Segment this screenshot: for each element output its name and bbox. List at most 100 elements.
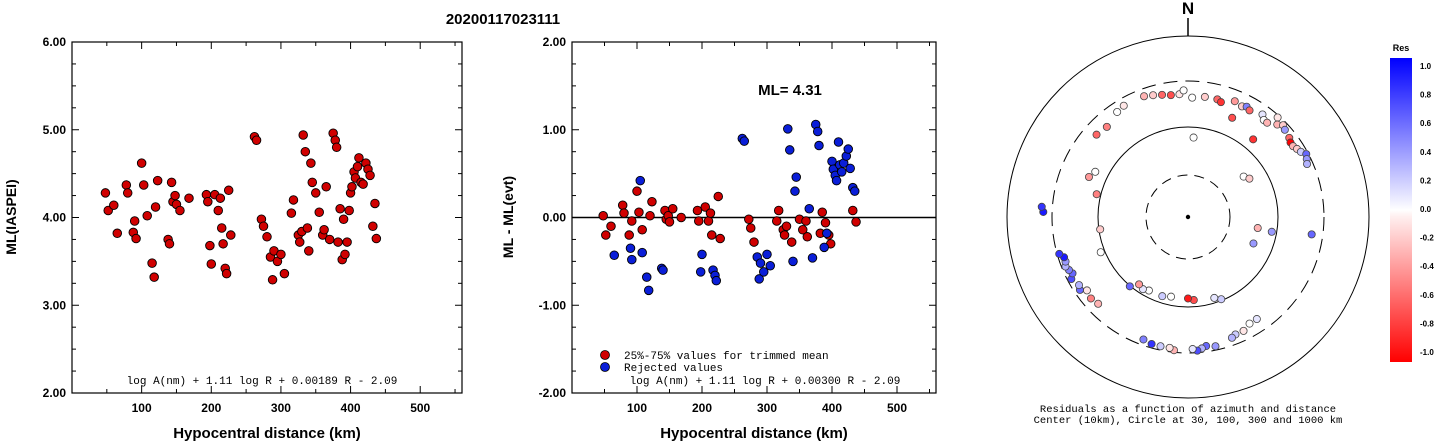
plot2-data-point xyxy=(705,208,716,218)
plot1-data-point xyxy=(251,135,262,146)
plot1-data-point xyxy=(109,200,119,210)
plot2-data-point xyxy=(694,216,704,226)
polar-data-point xyxy=(1139,335,1148,344)
polar-data-point xyxy=(1166,91,1175,100)
plot2-data-point xyxy=(625,243,636,253)
plot2-ytick-label: -1.00 xyxy=(539,298,567,312)
plot1-data-point xyxy=(365,170,375,181)
circle-30km xyxy=(1145,174,1231,260)
plot2-data-point xyxy=(833,137,844,147)
plot1-data-point xyxy=(307,177,318,188)
polar-data-point xyxy=(1094,299,1103,308)
plot1-ytick-label: 3.00 xyxy=(43,298,67,312)
circle-1000km xyxy=(1006,35,1370,399)
plot2-data-point xyxy=(819,242,829,253)
plot2-data-point xyxy=(798,225,808,235)
plot1-data-point xyxy=(152,175,163,186)
plot2-data-point xyxy=(814,140,824,151)
polar-data-point xyxy=(1156,342,1165,351)
plot2-data-point xyxy=(807,253,818,263)
plot1-data-point xyxy=(226,230,236,240)
plot1-data-point xyxy=(333,237,343,247)
polar-data-point xyxy=(1245,174,1254,183)
plot2-data-point xyxy=(676,212,686,223)
colorbar-title: Res xyxy=(1393,43,1410,53)
plot2-data-point xyxy=(827,156,837,167)
polar-data-point xyxy=(1075,281,1084,290)
plot1-data-point xyxy=(131,233,141,244)
plot2-data-point xyxy=(817,207,828,217)
plot1-data-point xyxy=(279,268,290,279)
plot1-data-point xyxy=(206,259,217,269)
polar-data-point xyxy=(1092,130,1101,139)
plot1-xtick-label: 300 xyxy=(271,401,291,415)
plot1-data-point xyxy=(276,249,286,260)
plot2-data-point xyxy=(837,167,847,177)
plot2-xtick-label: 300 xyxy=(757,401,777,415)
polar-data-point xyxy=(1055,249,1064,258)
polar-data-point xyxy=(1253,224,1262,233)
plot2-data-point xyxy=(643,285,654,296)
plot1-data-point xyxy=(352,161,363,172)
plot2-data-point xyxy=(700,202,711,212)
plot1-data-point xyxy=(324,234,335,245)
plot1-data-point xyxy=(170,190,180,201)
plot1-data-point xyxy=(358,179,368,189)
plot2-data-point xyxy=(762,249,772,260)
polar-caption-2: Center (10km), Circle at 30, 100, 300 an… xyxy=(1034,415,1343,427)
plot1-data-point xyxy=(138,180,149,190)
plot1-data-point xyxy=(288,195,299,205)
plot1-data-point xyxy=(286,208,297,218)
plot1-data-point xyxy=(184,193,194,203)
plot2-points xyxy=(598,119,861,296)
plot2-data-point xyxy=(746,223,756,233)
polar-data-point xyxy=(1167,292,1176,301)
polar-data-point xyxy=(1119,101,1128,110)
colorbar-tick-label: 0.8 xyxy=(1420,91,1432,100)
plot1-data-point xyxy=(370,198,380,209)
plot1-data-point xyxy=(203,196,213,207)
plot2-xlabel: Hypocentral distance (km) xyxy=(660,425,848,441)
colorbar-gradient xyxy=(1390,58,1412,362)
colorbar-tick-label: 0.4 xyxy=(1420,148,1432,157)
polar-data-point xyxy=(1147,340,1156,349)
plot2-data-point xyxy=(831,175,842,186)
plot1-xlabel: Hypocentral distance (km) xyxy=(173,425,361,441)
plot2-data-point xyxy=(619,208,629,218)
plot2-data-point xyxy=(658,265,668,275)
event-id-title: 20200117023111 xyxy=(446,11,560,28)
polar-data-point xyxy=(1158,292,1167,301)
polar-data-point xyxy=(1211,342,1220,351)
legend-rejected-marker xyxy=(600,362,610,372)
plot1-points xyxy=(100,128,382,285)
plot2-data-point xyxy=(739,136,750,146)
plot1-data-point xyxy=(221,268,232,279)
polar-data-point xyxy=(1188,345,1197,354)
plot2-data-point xyxy=(634,207,644,217)
plot2-data-point xyxy=(772,216,782,226)
polar-data-point xyxy=(1165,343,1174,352)
ml-value-label: ML= 4.31 xyxy=(758,82,822,99)
plot1-data-point xyxy=(267,275,278,285)
plot1-ytick-label: 5.00 xyxy=(43,123,67,137)
plot1-data-point xyxy=(262,232,272,242)
plot2-data-point xyxy=(617,200,628,210)
plot1-data-point xyxy=(213,205,223,216)
colorbar-tick-label: -0.4 xyxy=(1420,262,1434,271)
plot2-xtick-label: 500 xyxy=(887,401,907,415)
plot1-data-point xyxy=(368,221,378,232)
colorbar-tick-label: -0.8 xyxy=(1420,319,1434,328)
colorbar-tick-label: 1.0 xyxy=(1420,62,1432,71)
plot2-data-point xyxy=(606,221,616,232)
plot1-data-point xyxy=(100,188,111,198)
plot1-data-point xyxy=(218,239,228,249)
polar-caption-1: Residuals as a function of azimuth and d… xyxy=(1040,404,1336,416)
plot2-data-point xyxy=(697,249,707,260)
polar-data-point xyxy=(1245,106,1254,115)
polar-data-point xyxy=(1091,167,1100,176)
plot2-data-point xyxy=(755,258,766,268)
plot2-data-point xyxy=(848,205,858,216)
plot2-xtick-label: 200 xyxy=(692,401,712,415)
legend-trimmed-label: 25%-75% values for trimmed mean xyxy=(624,351,829,363)
